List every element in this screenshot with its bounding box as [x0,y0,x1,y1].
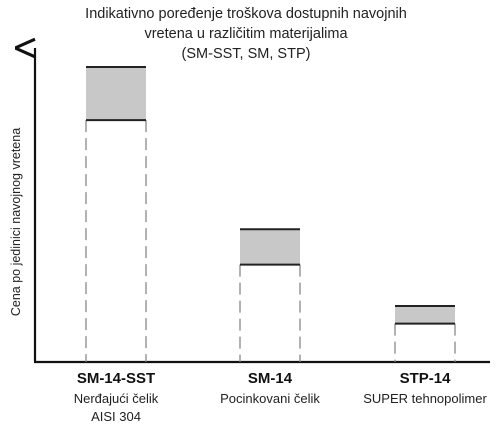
chart-title-line-3: (SM-SST, SM, STP) [182,46,311,62]
category-material-sm-14-line-1: Pocinkovani čelik [220,391,320,406]
chart-title-line-2: vretena u različitim materijalima [144,26,348,42]
category-name-sm-14: SM-14 [248,370,293,387]
cost-bars [85,66,456,362]
chart-title-line-1: Indikativno poređenje troškova dostupnih… [85,6,407,22]
cost-range-bar-sm-14-sst [86,67,146,121]
cost-range-bar-stp-14 [395,305,455,324]
category-name-sm-14-sst: SM-14-SST [77,370,155,387]
category-material-sm-14-sst-line-1: Nerđajući čelik [74,391,159,406]
y-axis-label: Cena po jedinici navojnog vretena [9,128,23,316]
category-material-sm-14-sst-line-2: AISI 304 [91,409,141,424]
cost-range-bar-sm-14 [240,229,300,265]
category-material-stp-14-line-1: SUPER tehnopolimer [363,391,487,406]
category-name-stp-14: STP-14 [400,370,452,387]
